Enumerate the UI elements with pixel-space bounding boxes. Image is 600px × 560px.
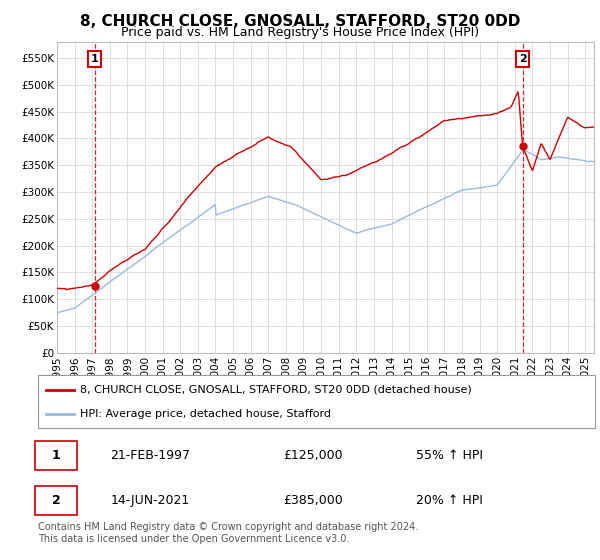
Text: 8, CHURCH CLOSE, GNOSALL, STAFFORD, ST20 0DD (detached house): 8, CHURCH CLOSE, GNOSALL, STAFFORD, ST20… (80, 385, 472, 395)
Text: 20% ↑ HPI: 20% ↑ HPI (416, 494, 483, 507)
Text: 8, CHURCH CLOSE, GNOSALL, STAFFORD, ST20 0DD: 8, CHURCH CLOSE, GNOSALL, STAFFORD, ST20… (80, 14, 520, 29)
FancyBboxPatch shape (38, 375, 595, 428)
Text: HPI: Average price, detached house, Stafford: HPI: Average price, detached house, Staf… (80, 409, 331, 419)
Text: £125,000: £125,000 (283, 449, 343, 462)
Text: Contains HM Land Registry data © Crown copyright and database right 2024.
This d: Contains HM Land Registry data © Crown c… (38, 522, 418, 544)
Text: 1: 1 (91, 54, 98, 64)
FancyBboxPatch shape (35, 486, 77, 515)
Text: 21-FEB-1997: 21-FEB-1997 (110, 449, 190, 462)
Text: 2: 2 (519, 54, 527, 64)
Text: 55% ↑ HPI: 55% ↑ HPI (416, 449, 484, 462)
FancyBboxPatch shape (35, 441, 77, 470)
Text: 14-JUN-2021: 14-JUN-2021 (110, 494, 190, 507)
Text: 2: 2 (52, 494, 60, 507)
Text: 1: 1 (52, 449, 60, 462)
Text: Price paid vs. HM Land Registry's House Price Index (HPI): Price paid vs. HM Land Registry's House … (121, 26, 479, 39)
Text: £385,000: £385,000 (283, 494, 343, 507)
